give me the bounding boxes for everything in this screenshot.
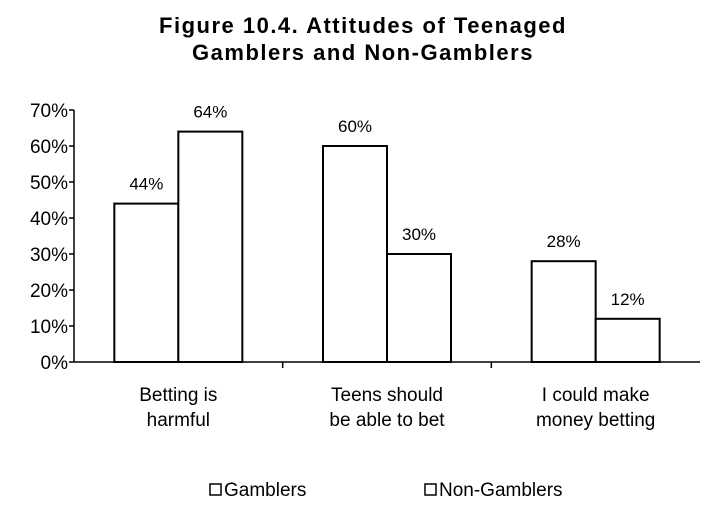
data-label: 12% <box>611 290 645 309</box>
y-tick-label: 10% <box>30 317 68 338</box>
y-tick-label: 50% <box>30 173 68 194</box>
chart-labels: 44% 64% Betting is harmful 60% 30% Teens shoul… <box>129 103 655 431</box>
y-tick-label: 0% <box>41 353 69 374</box>
y-tick-label: 20% <box>30 281 68 302</box>
bar <box>113 202 180 363</box>
chart-title-line-2: Gamblers and Non-Gamblers <box>192 40 534 65</box>
bar <box>177 130 244 363</box>
bar <box>386 253 452 363</box>
chart-bars <box>113 130 661 364</box>
y-tick-label: 40% <box>30 209 68 230</box>
chart-legend: Gamblers Non-Gamblers <box>209 480 563 501</box>
category-label: Teens should <box>331 385 443 406</box>
bar <box>530 260 597 364</box>
legend-swatch <box>209 483 222 496</box>
data-label: 28% <box>547 232 581 251</box>
bar <box>594 317 661 363</box>
data-label: 30% <box>402 225 436 244</box>
category-label: I could make <box>542 385 650 406</box>
category-label: money betting <box>536 410 655 431</box>
legend-label: Non-Gamblers <box>439 480 563 501</box>
chart-title: Figure 10.4. Attitudes of Teenaged Gambl… <box>0 12 726 66</box>
data-label: 44% <box>129 175 163 194</box>
legend-label: Gamblers <box>224 480 306 501</box>
legend-swatch <box>424 483 437 496</box>
y-tick-label: 30% <box>30 245 68 266</box>
category-label: be able to bet <box>329 410 445 431</box>
y-tick-label: 60% <box>30 137 68 158</box>
data-label: 60% <box>338 117 372 136</box>
chart-title-line-1: Figure 10.4. Attitudes of Teenaged <box>159 13 567 38</box>
chart-axes: 0% 10% 20% 30% 40% 50% 60% 70% <box>30 101 700 374</box>
category-label: harmful <box>147 410 210 431</box>
data-label: 64% <box>193 103 227 122</box>
bar <box>322 145 388 363</box>
category-label: Betting is <box>139 385 217 406</box>
y-tick-label: 70% <box>30 101 68 122</box>
